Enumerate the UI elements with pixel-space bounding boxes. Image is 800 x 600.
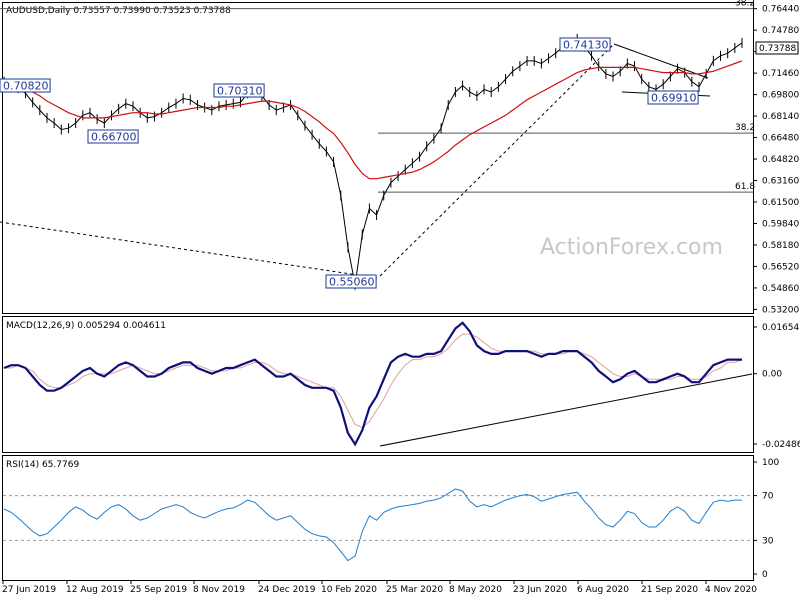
fib-label: 38.2 [735,123,755,133]
price-y-tick-label: 0.74780 [762,26,799,36]
x-tick-label: 24 Dec 2019 [258,585,316,595]
price-y-tick-label: 0.64820 [762,155,799,165]
price-y-tick-label: 0.63160 [762,177,799,187]
fib-label: 61.8 [735,182,755,192]
price-y-tick-label: 0.53200 [762,305,799,315]
price-annotation-label: 0.74130 [563,39,609,52]
price-annotation-box [559,37,611,52]
rsi-y-tick-label: 30 [762,536,774,546]
price-y-tick-label: 0.66480 [762,134,799,144]
price-y-tick-label: 0.59840 [762,219,799,229]
x-axis: 27 Jun 2019 12 Aug 2019 25 Sep 2019 8 Nov 2… [2,580,757,595]
price-annotation-label: 0.66700 [91,131,137,144]
macd-y-tick-label: 0.00 [762,370,782,380]
last-price-tag-bg [755,41,799,55]
price-annotation-box [647,90,699,105]
price-y-tick-label: 0.68140 [762,112,799,122]
x-tick-label: 25 Mar 2020 [386,585,443,595]
price-annotation-label: 0.55060 [329,276,375,289]
x-tick-label: 25 Sep 2019 [130,585,187,595]
x-tick-label: 10 Feb 2020 [321,585,377,595]
downtrend-line [613,43,709,79]
price-y-tick-label: 0.56520 [762,262,799,272]
price-panel-frame [2,2,754,314]
rsi-panel-frame [2,455,754,581]
macd-plot [3,321,753,447]
x-tick-label: 23 Jun 2020 [513,585,567,595]
rsi-title: RSI(14) 65.7769 [6,460,79,470]
price-annotations: 0.70820 0.66700 0.70310 0.55060 0.74130 0.699… [0,37,699,289]
rsi-plot [3,488,753,562]
macd-y-tick-label: 0.01654 [762,323,799,333]
rsi-y-axis: 100 70 30 0 [753,458,779,580]
macd-signal-line [4,333,743,428]
macd-y-tick-label: -0.02486 [762,440,800,450]
x-tick-label: 8 May 2020 [449,585,502,595]
fib-label: 38.2 [735,0,755,9]
x-tick-label: 6 Aug 2020 [577,585,629,595]
macd-trend-line [379,373,753,447]
macd-title: MACD(12,26,9) 0.005294 0.004611 [6,321,166,331]
price-y-tick-label: 0.58180 [762,241,799,251]
price-y-tick-label: 0.61500 [762,198,799,208]
price-annotation-box [0,78,51,93]
price-y-tick-label: 0.71460 [762,69,799,79]
price-y-tick-label: 0.54860 [762,284,799,294]
x-tick-label: 8 Nov 2019 [193,585,245,595]
rsi-y-tick-label: 0 [762,570,768,580]
moving-average-line [3,60,743,180]
price-plot [3,33,743,290]
dashed-support-line [0,221,379,279]
fib-levels: 38.2 38.2 61.8 [0,0,755,193]
rsi-line [3,488,742,562]
price-annotation-box [213,83,265,98]
price-y-tick-label: 0.76440 [762,5,799,15]
macd-panel-frame [2,316,754,453]
macd-y-axis: 0.01654 0.00 -0.02486 [753,323,800,450]
price-annotation-box [325,274,377,289]
x-tick-label: 27 Jun 2019 [2,585,56,595]
watermark: ActionForex.com [540,235,723,260]
rsi-y-tick-label: 70 [762,492,774,502]
price-annotation-label: 0.69910 [651,92,697,105]
price-annotation-label: 0.70820 [3,80,49,93]
price-line [3,38,743,285]
price-y-tick-label: 0.69800 [762,91,799,101]
price-title: AUDUSD,Daily 0.73557 0.73990 0.73523 0.7… [6,6,231,16]
price-annotation-label: 0.70310 [217,85,263,98]
macd-line [3,321,742,447]
rsi-y-tick-label: 100 [762,458,779,468]
price-annotation-box [87,129,139,144]
last-price-tag: 0.73788 [759,44,796,54]
x-tick-label: 21 Sep 2020 [641,585,698,595]
x-tick-label: 12 Aug 2019 [66,585,124,595]
x-tick-label: 4 Nov 2020 [705,585,757,595]
dashed-uptrend-line [379,43,615,277]
